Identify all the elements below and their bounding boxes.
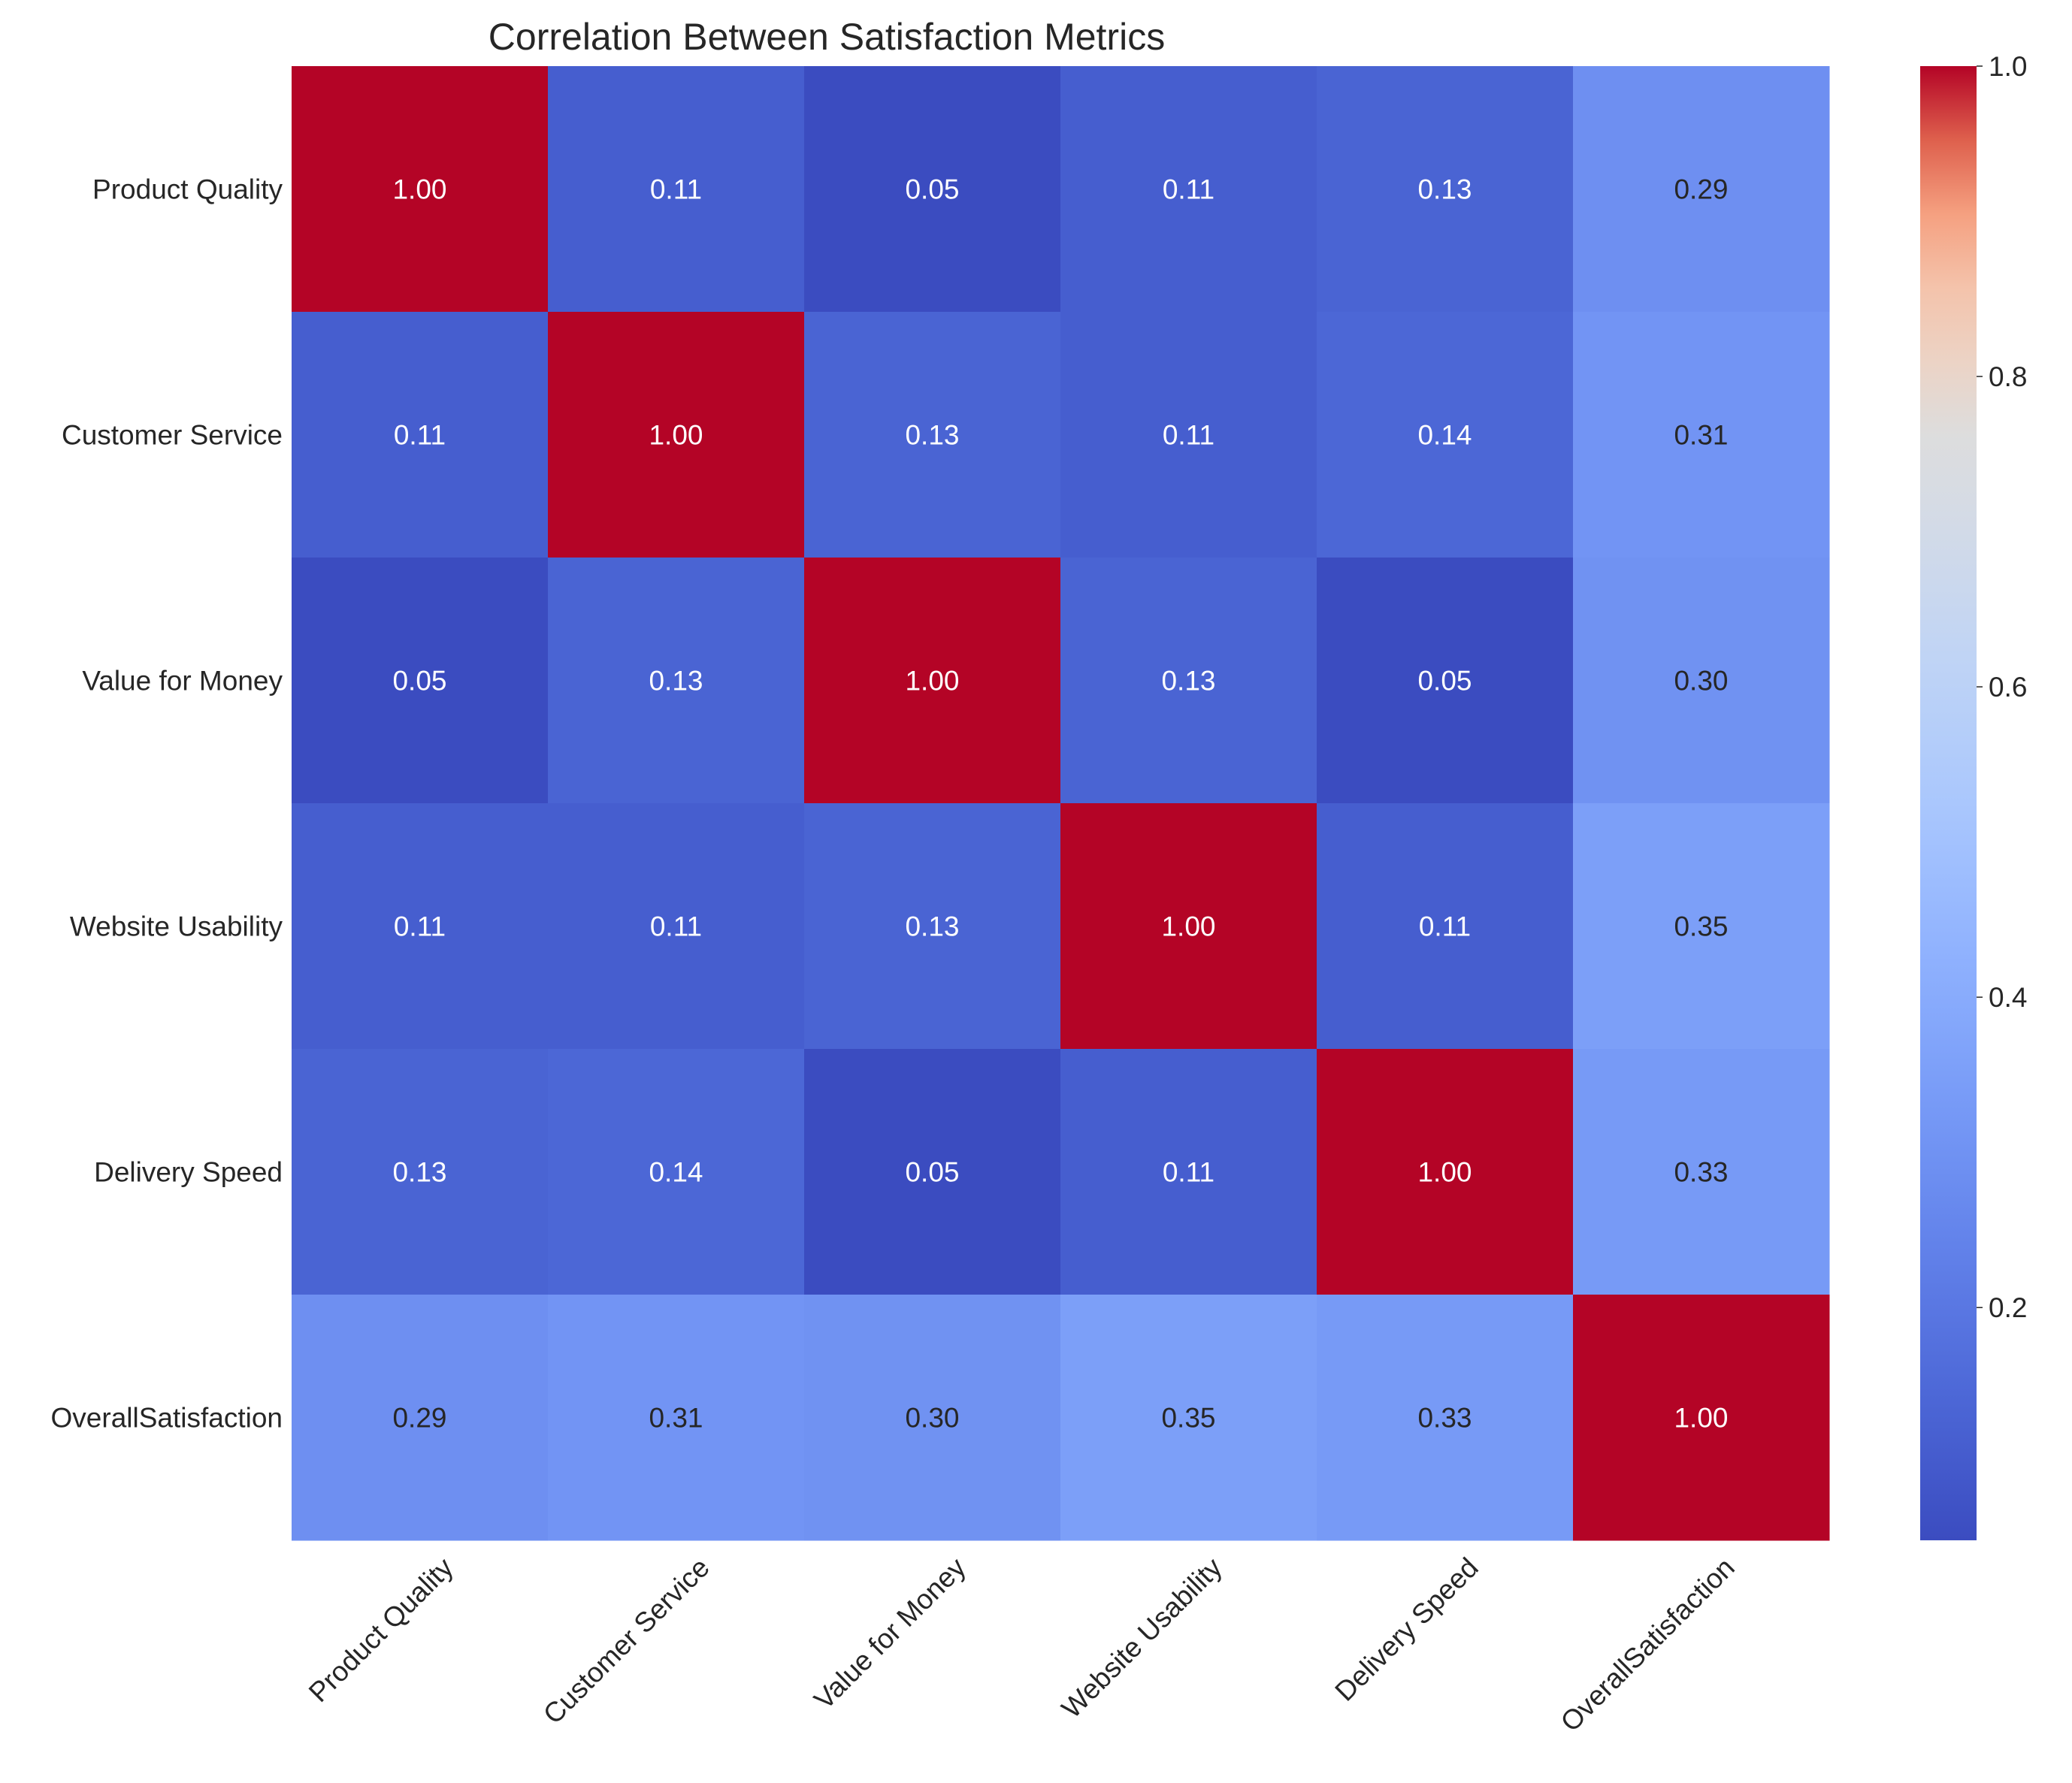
heatmap-cell [1573, 1295, 1830, 1541]
heatmap-cell [548, 1295, 805, 1541]
heatmap-cell-label: 0.13 [649, 666, 703, 697]
heatmap-cell-label: 1.00 [649, 420, 703, 451]
heatmap-cell-label: 0.05 [392, 666, 446, 697]
heatmap-cell [292, 1049, 549, 1295]
colorbar-gradient [1920, 66, 1977, 1540]
heatmap-cell-label: 0.11 [650, 911, 702, 942]
x-tick-label: OverallSatisfaction [1555, 1552, 1741, 1737]
heatmap-cell [1317, 1295, 1574, 1541]
heatmap-cell-label: 0.33 [1674, 1157, 1728, 1188]
y-tick-label: Value for Money [82, 666, 283, 697]
y-tick-label: Website Usability [70, 911, 283, 942]
heatmap-cell-label: 0.14 [1417, 420, 1472, 451]
heatmap-cell [804, 1295, 1061, 1541]
heatmap-cells [292, 66, 1830, 1541]
heatmap-cell [548, 312, 805, 558]
heatmap-cell [548, 1049, 805, 1295]
heatmap-cell-label: 0.11 [394, 911, 446, 942]
x-tick-label: Website Usability [1056, 1552, 1229, 1724]
heatmap-cell-label: 1.00 [1674, 1403, 1728, 1434]
heatmap-cell [1317, 66, 1574, 313]
heatmap-cell-label: 0.13 [392, 1157, 446, 1188]
heatmap-cell-label: 0.05 [905, 174, 959, 205]
heatmap-cell-label: 0.13 [905, 420, 959, 451]
heatmap-cell-label: 0.11 [1163, 420, 1214, 451]
heatmap-cell-label: 0.31 [649, 1403, 703, 1434]
heatmap-cell [804, 312, 1061, 558]
heatmap-cell [1060, 312, 1317, 558]
heatmap-cell-label: 1.00 [905, 666, 959, 697]
heatmap-cell-label: 0.13 [905, 911, 959, 942]
colorbar: 0.2 0.4 0.6 0.8 1.0 [1920, 51, 2027, 1540]
y-tick-label: Product Quality [92, 174, 283, 205]
heatmap-cell-label: 0.05 [905, 1157, 959, 1188]
heatmap-cell [1573, 1049, 1830, 1295]
x-tick-label: Customer Service [537, 1552, 715, 1730]
colorbar-tick-label: 0.2 [1989, 1292, 2027, 1323]
heatmap-cell-label: 0.31 [1674, 420, 1728, 451]
heatmap-cell [1060, 558, 1317, 804]
heatmap-cell-label: 0.11 [394, 420, 446, 451]
heatmap-cell-label: 0.11 [1163, 174, 1214, 205]
heatmap-cell-label: 0.35 [1674, 911, 1728, 942]
x-tick-label: Delivery Speed [1329, 1552, 1484, 1706]
y-tick-label: OverallSatisfaction [51, 1403, 283, 1434]
heatmap-cell [292, 803, 549, 1050]
heatmap-cell-label: 0.13 [1417, 174, 1472, 205]
colorbar-tick-label: 0.4 [1989, 982, 2027, 1013]
heatmap-cell [804, 66, 1061, 313]
heatmap-cell [804, 1049, 1061, 1295]
heatmap-cell [292, 1295, 549, 1541]
y-axis-tick-labels: Product Quality Customer Service Value for… [51, 174, 283, 1434]
heatmap-cell-label: 1.00 [392, 174, 446, 205]
x-tick-label: Value for Money [808, 1552, 972, 1715]
colorbar-tick-label: 0.8 [1989, 361, 2027, 392]
heatmap-cell-label: 0.29 [392, 1403, 446, 1434]
heatmap-cell [1317, 312, 1574, 558]
heatmap-cell-label: 0.30 [1674, 666, 1728, 697]
heatmap-cell [1317, 558, 1574, 804]
heatmap-cell [804, 803, 1061, 1050]
heatmap-cell-label: 0.14 [649, 1157, 703, 1188]
colorbar-tick-label: 1.0 [1989, 51, 2027, 82]
heatmap-cell [804, 558, 1061, 804]
y-tick-label: Delivery Speed [94, 1157, 283, 1188]
x-tick-label: Product Quality [303, 1552, 459, 1708]
heatmap-cell [548, 803, 805, 1050]
heatmap-cell-label: 0.35 [1161, 1403, 1215, 1434]
heatmap-cell [1573, 558, 1830, 804]
colorbar-tick-label: 0.6 [1989, 672, 2027, 703]
heatmap-cell-label: 0.13 [1161, 666, 1215, 697]
heatmap-cell [1060, 66, 1317, 313]
heatmap-cell [292, 312, 549, 558]
heatmap-cell [1060, 1049, 1317, 1295]
x-axis-tick-labels: Product Quality Customer Service Value for… [303, 1552, 1741, 1737]
heatmap-cell [1317, 1049, 1574, 1295]
heatmap-cell [1573, 312, 1830, 558]
y-tick-label: Customer Service [62, 420, 283, 451]
heatmap-cell-label: 1.00 [1417, 1157, 1472, 1188]
heatmap-cell [1060, 803, 1317, 1050]
heatmap-cell [1573, 66, 1830, 313]
heatmap-cell [548, 558, 805, 804]
heatmap-cell [1317, 803, 1574, 1050]
heatmap-cell [1060, 1295, 1317, 1541]
heatmap-cell [548, 66, 805, 313]
heatmap-cell-label: 0.29 [1674, 174, 1728, 205]
heatmap-cell-label: 0.11 [1163, 1157, 1214, 1188]
heatmap-cell-label: 0.11 [1419, 911, 1471, 942]
heatmap-cell-label: 0.05 [1417, 666, 1472, 697]
heatmap-cell-label: 0.30 [905, 1403, 959, 1434]
heatmap-cell-label: 0.33 [1417, 1403, 1472, 1434]
heatmap-cell [1573, 803, 1830, 1050]
heatmap-cell-labels: 1.00 0.11 0.05 0.11 0.13 0.29 0.11 1.00 0.13 0.11… [392, 174, 1728, 1434]
heatmap-cell [292, 66, 549, 313]
heatmap-cell [292, 558, 549, 804]
heatmap-cell-label: 0.11 [650, 174, 702, 205]
chart-title: Correlation Between Satisfaction Metrics [489, 16, 1165, 58]
heatmap-cell-label: 1.00 [1161, 911, 1215, 942]
